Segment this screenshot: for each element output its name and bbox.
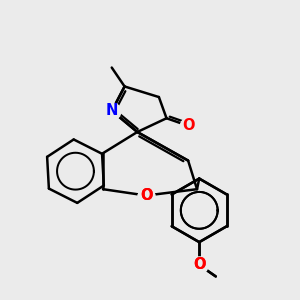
Text: O: O: [140, 188, 152, 203]
Text: O: O: [193, 257, 206, 272]
Text: O: O: [140, 188, 152, 203]
Text: N: N: [106, 103, 118, 118]
Text: O: O: [193, 257, 206, 272]
Text: O: O: [182, 118, 194, 133]
